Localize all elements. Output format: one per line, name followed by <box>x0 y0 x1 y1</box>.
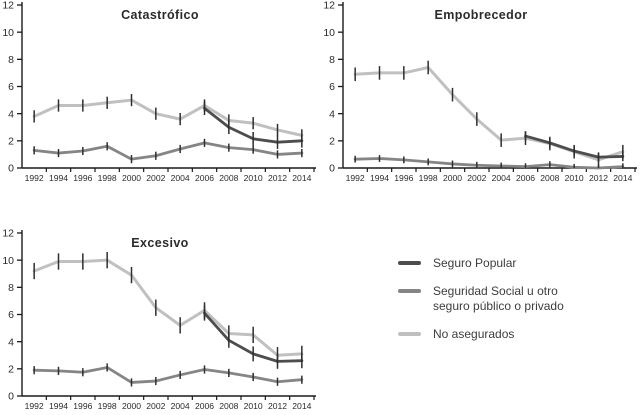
legend-item-no-asegurados: No asegurados <box>398 327 618 343</box>
svg-text:2014: 2014 <box>292 401 311 411</box>
svg-text:2008: 2008 <box>219 401 238 411</box>
chart-panel-empobrecedor: 0 2 4 6 8 10 12 1992 1994 1996 1998 2000 2002 2004 200… <box>321 0 642 200</box>
svg-text:2012: 2012 <box>589 173 608 183</box>
error-bars <box>33 252 303 387</box>
svg-text:2012: 2012 <box>268 401 287 411</box>
svg-text:1992: 1992 <box>25 401 44 411</box>
legend: Seguro Popular Seguridad Social u otro s… <box>398 256 618 342</box>
svg-text:1996: 1996 <box>73 173 92 183</box>
axes <box>342 2 637 169</box>
y-tick-labels: 0 2 4 6 8 10 12 <box>323 0 343 175</box>
svg-text:1998: 1998 <box>419 173 438 183</box>
svg-text:2000: 2000 <box>122 401 141 411</box>
svg-text:8: 8 <box>8 282 14 294</box>
svg-text:2: 2 <box>8 135 14 147</box>
seguridad_social-line <box>32 366 304 384</box>
svg-text:2000: 2000 <box>443 173 462 183</box>
chart-title: Empobrecedor <box>434 8 527 22</box>
seguro-popular-line-swatch <box>398 261 421 265</box>
svg-text:2004: 2004 <box>171 401 190 411</box>
svg-text:2002: 2002 <box>467 173 486 183</box>
svg-text:2004: 2004 <box>492 173 511 183</box>
svg-text:2014: 2014 <box>613 173 632 183</box>
seguridad_social-line <box>32 141 304 161</box>
chart-panel-excesivo: 0 2 4 6 8 10 12 1992 1994 1996 1998 2000 2002 2004 200… <box>0 200 321 415</box>
svg-text:4: 4 <box>8 108 14 120</box>
svg-text:2010: 2010 <box>244 401 263 411</box>
svg-text:2006: 2006 <box>195 173 214 183</box>
svg-text:2008: 2008 <box>219 173 238 183</box>
svg-text:2006: 2006 <box>195 401 214 411</box>
svg-text:2: 2 <box>329 135 335 147</box>
svg-text:2010: 2010 <box>244 173 263 183</box>
seguridad_social-line <box>353 157 625 170</box>
no_asegurados-line <box>32 98 304 137</box>
svg-text:2014: 2014 <box>292 173 311 183</box>
y-tick-labels: 0 2 4 6 8 10 12 <box>2 0 22 175</box>
error-bars <box>33 93 303 164</box>
svg-text:6: 6 <box>329 81 335 93</box>
chart-title: Excesivo <box>131 236 188 250</box>
svg-text:2010: 2010 <box>565 173 584 183</box>
svg-text:1994: 1994 <box>370 173 389 183</box>
error-bars <box>354 60 624 168</box>
svg-text:8: 8 <box>329 54 335 66</box>
svg-text:12: 12 <box>323 0 335 12</box>
legend-item-seguro-popular: Seguro Popular <box>398 256 618 272</box>
svg-text:4: 4 <box>8 336 14 348</box>
axes <box>21 2 316 169</box>
svg-text:2012: 2012 <box>268 173 287 183</box>
svg-text:6: 6 <box>8 309 14 321</box>
svg-text:1996: 1996 <box>73 401 92 411</box>
legend-item-seguridad-social: Seguridad Social u otro seguro público o… <box>398 284 618 315</box>
legend-label: No asegurados <box>433 326 515 341</box>
svg-text:1992: 1992 <box>346 173 365 183</box>
x-tick-labels: 1992 1994 1996 1998 2000 2002 2004 2006 2008 2010… <box>346 168 636 183</box>
no_asegurados-line <box>353 65 625 162</box>
chart-empobrecedor: 0 2 4 6 8 10 12 1992 1994 1996 1998 2000 2002 2004 200… <box>323 0 637 183</box>
svg-text:2006: 2006 <box>516 173 535 183</box>
svg-text:1994: 1994 <box>49 401 68 411</box>
legend-label: Seguro Popular <box>433 256 517 270</box>
svg-text:1994: 1994 <box>49 173 68 183</box>
no-asegurados-line-swatch <box>398 331 421 336</box>
chart-panel-catastrofico: 0 2 4 6 8 10 12 1992 1994 1996 1998 2000 2002 2004 200… <box>0 0 321 200</box>
chart-title: Catastrófico <box>121 8 199 22</box>
legend-label: Seguridad Social u otro seguro público o… <box>433 283 564 314</box>
x-tick-labels: 1992 1994 1996 1998 2000 2002 2004 2006 2008 2010… <box>25 168 315 183</box>
svg-text:2004: 2004 <box>171 173 190 183</box>
svg-text:10: 10 <box>2 255 14 267</box>
chart-catastrofico: 0 2 4 6 8 10 12 1992 1994 1996 1998 2000 2002 2004 200… <box>2 0 316 183</box>
svg-text:0: 0 <box>8 163 14 175</box>
svg-text:2: 2 <box>8 363 14 375</box>
y-tick-labels: 0 2 4 6 8 10 12 <box>2 228 22 403</box>
svg-text:1996: 1996 <box>394 173 413 183</box>
svg-text:6: 6 <box>8 81 14 93</box>
svg-text:4: 4 <box>329 108 335 120</box>
svg-text:2008: 2008 <box>540 173 559 183</box>
svg-text:8: 8 <box>8 54 14 66</box>
svg-text:10: 10 <box>323 27 335 39</box>
svg-text:2002: 2002 <box>146 173 165 183</box>
svg-text:2002: 2002 <box>146 401 165 411</box>
svg-text:12: 12 <box>2 0 14 12</box>
svg-text:1998: 1998 <box>98 401 117 411</box>
svg-text:0: 0 <box>8 391 14 403</box>
svg-text:12: 12 <box>2 228 14 240</box>
svg-text:2000: 2000 <box>122 173 141 183</box>
x-tick-labels: 1992 1994 1996 1998 2000 2002 2004 2006 2008 2010… <box>25 396 315 411</box>
svg-text:1992: 1992 <box>25 173 44 183</box>
seguridad-social-line-swatch <box>398 288 421 293</box>
no_asegurados-line <box>32 258 304 357</box>
svg-text:0: 0 <box>329 163 335 175</box>
chart-excesivo: 0 2 4 6 8 10 12 1992 1994 1996 1998 2000 2002 2004 200… <box>2 228 316 411</box>
svg-text:1998: 1998 <box>98 173 117 183</box>
svg-text:10: 10 <box>2 27 14 39</box>
